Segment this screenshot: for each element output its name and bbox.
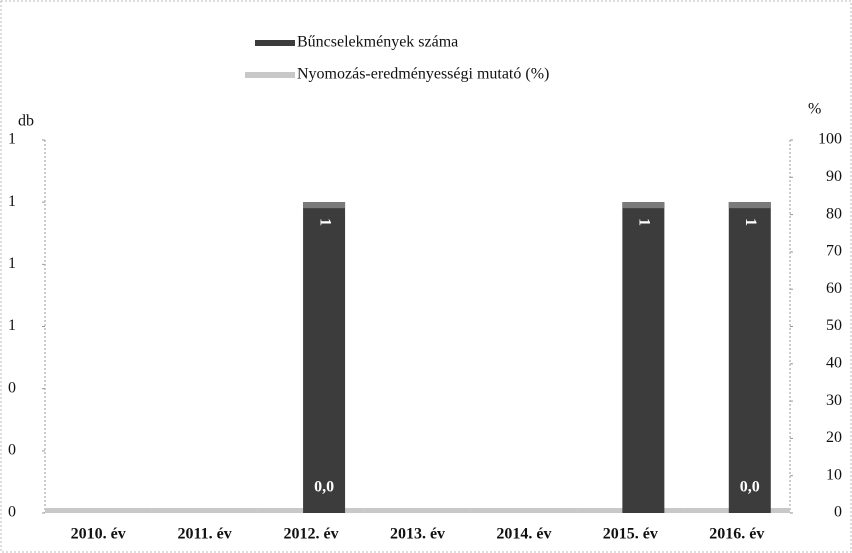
bar xyxy=(151,508,258,513)
y-tick-label: 0 xyxy=(8,504,16,521)
bar xyxy=(364,508,471,513)
data-label: 1 xyxy=(316,218,333,226)
y2-tick-label: 60 xyxy=(826,280,842,297)
y-tick-label: 1 xyxy=(8,255,16,272)
y-tick-label: 1 xyxy=(8,131,16,148)
legend-swatch xyxy=(245,72,295,78)
legend-label: Nyomozás-eredményességi mutató (%) xyxy=(297,66,549,83)
y2-axis-label: % xyxy=(808,101,821,118)
data-label: 0,0 xyxy=(314,479,334,496)
legend-label: Bűncselekmények száma xyxy=(297,34,458,51)
bar-top xyxy=(303,202,346,209)
x-tick-label: 2014. év xyxy=(496,526,551,543)
bar xyxy=(45,508,152,513)
x-tick-label: 2012. év xyxy=(284,526,339,543)
y-tick-label: 1 xyxy=(8,317,16,334)
y2-tick-label: 70 xyxy=(826,243,842,260)
y2-tick-label: 10 xyxy=(826,466,842,483)
x-tick-label: 2011. év xyxy=(178,526,232,543)
y2-tick-label: 20 xyxy=(826,429,842,446)
x-tick-label: 2016. év xyxy=(709,526,764,543)
bar xyxy=(470,508,578,513)
y2-tick-label: 30 xyxy=(826,392,842,409)
data-label: 1 xyxy=(636,218,653,226)
data-label: 0,0 xyxy=(740,479,760,496)
bar-top xyxy=(622,202,665,209)
bar-top xyxy=(728,202,771,209)
y2-tick-label: 90 xyxy=(826,168,842,185)
x-tick-label: 2010. év xyxy=(71,526,126,543)
y2-tick-label: 50 xyxy=(826,317,842,334)
bar xyxy=(728,202,771,513)
y2-tick-label: 100 xyxy=(818,131,842,148)
data-label: 1 xyxy=(742,218,759,226)
x-tick-label: 2013. év xyxy=(390,526,445,543)
bar xyxy=(303,202,346,513)
bar xyxy=(622,202,665,513)
legend-swatch xyxy=(255,40,295,46)
y-axis-label: db xyxy=(18,113,34,130)
y-tick-label: 0 xyxy=(8,442,16,459)
x-tick-label: 2015. év xyxy=(603,526,658,543)
y2-tick-label: 80 xyxy=(826,205,842,222)
y-tick-label: 1 xyxy=(8,193,16,210)
y2-tick-label: 40 xyxy=(826,354,842,371)
y2-tick-label: 0 xyxy=(834,504,842,521)
y-tick-label: 0 xyxy=(8,379,16,396)
